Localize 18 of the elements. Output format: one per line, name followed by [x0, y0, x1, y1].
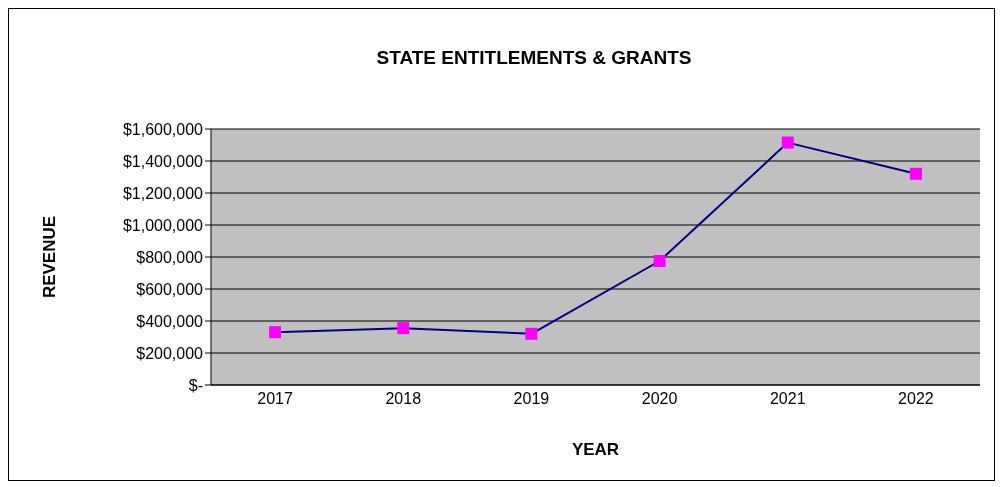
x-axis-title: YEAR — [571, 440, 620, 459]
y-tick-label: $1,000,000 — [122, 216, 204, 234]
y-tick-label: $600,000 — [136, 280, 204, 298]
y-tick-label: $200,000 — [136, 344, 204, 362]
y-tick-label: $800,000 — [136, 248, 204, 266]
y-tick-label: $- — [188, 376, 203, 394]
y-tick-label: $1,400,000 — [122, 152, 204, 170]
y-tick-label: $1,200,000 — [122, 184, 204, 202]
y-axis-title: REVENUE — [40, 215, 60, 299]
x-tick-label: 2019 — [513, 390, 550, 408]
chart-title: STATE ENTITLEMENTS & GRANTS — [375, 47, 693, 69]
x-tick-label: 2022 — [898, 390, 934, 408]
y-tick-label: $400,000 — [136, 312, 204, 330]
x-tick-label: 2018 — [385, 390, 422, 408]
x-tick-label: 2021 — [769, 390, 806, 408]
x-tick-label: 2017 — [257, 390, 293, 408]
x-tick-label: 2020 — [641, 390, 678, 408]
y-tick-label: $1,600,000 — [122, 120, 204, 138]
